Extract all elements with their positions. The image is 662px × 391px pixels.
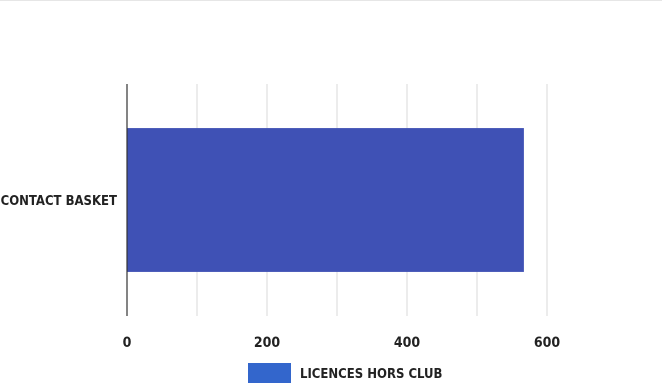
legend-swatch [248, 363, 291, 383]
bar-contact-basket[interactable] [127, 128, 524, 272]
legend-label: LICENCES HORS CLUB [300, 367, 443, 382]
category-labels: CONTACT BASKET [1, 194, 117, 209]
x-tick-label: 400 [394, 335, 421, 351]
x-tick-label: 200 [254, 335, 281, 351]
legend: LICENCES HORS CLUB [248, 363, 443, 383]
category-label: CONTACT BASKET [1, 194, 117, 209]
x-tick-labels: 0 200 400 600 [123, 335, 561, 351]
x-tick-label: 600 [534, 335, 561, 351]
bars [127, 128, 524, 272]
x-tick-label: 0 [123, 335, 132, 351]
